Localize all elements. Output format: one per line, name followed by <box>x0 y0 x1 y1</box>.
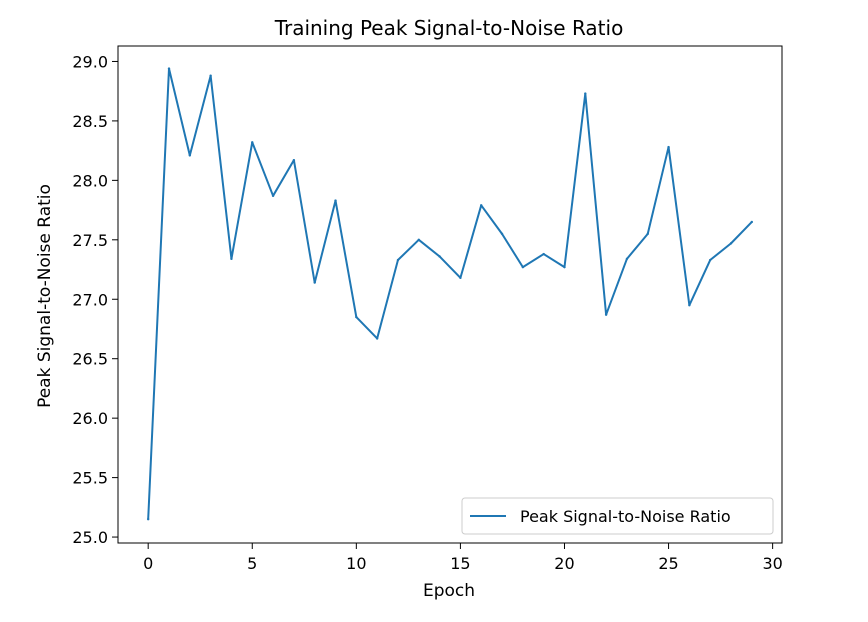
y-tick-label: 28.0 <box>72 171 108 190</box>
data-point <box>313 281 316 284</box>
data-point <box>667 145 670 149</box>
legend-box <box>461 497 774 535</box>
y-tick-label: 25.5 <box>72 469 108 488</box>
data-point <box>542 252 545 256</box>
x-tick-label: 20 <box>554 554 574 573</box>
data-point <box>521 265 525 269</box>
data-point <box>417 238 420 242</box>
data-point <box>167 67 171 70</box>
data-point <box>396 258 400 262</box>
data-point <box>688 304 691 307</box>
y-tick-label: 27.0 <box>72 290 108 309</box>
data-point <box>355 315 358 319</box>
data-point <box>230 257 233 261</box>
data-point <box>563 265 566 269</box>
y-tick-label: 26.5 <box>72 350 108 369</box>
data-point <box>292 158 296 162</box>
y-tick-label: 25.0 <box>72 528 108 547</box>
data-point <box>708 258 712 262</box>
data-point <box>500 232 504 236</box>
x-tick-label: 10 <box>346 554 366 573</box>
data-point <box>646 232 649 236</box>
data-point <box>188 154 192 157</box>
data-point <box>271 194 275 198</box>
plot-area: 0 5 10 15 20 25 30 25.0 25.5 26.0 26.5 27.0 27.5 28.… <box>72 45 783 573</box>
y-axis-title: Peak Signal-to-Noise Ratio <box>35 184 55 408</box>
data-point <box>584 92 587 95</box>
y-axis: 25.0 25.5 26.0 26.5 27.0 27.5 28.0 28.5 29.0 <box>72 52 118 547</box>
data-point <box>750 220 754 224</box>
y-tick-label: 29.0 <box>72 52 108 71</box>
data-point <box>375 337 379 340</box>
x-axis-title: Epoch <box>423 581 475 601</box>
data-point <box>480 204 483 207</box>
x-axis: 0 5 10 15 20 25 30 <box>143 543 783 573</box>
y-tick-label: 28.5 <box>72 112 108 131</box>
data-point <box>729 242 733 245</box>
data-point <box>209 74 212 77</box>
data-point <box>604 313 608 316</box>
x-tick-label: 25 <box>658 554 678 573</box>
data-point <box>251 141 254 144</box>
legend: Peak Signal-to-Noise Ratio <box>461 497 774 535</box>
plot-frame <box>117 45 783 544</box>
x-tick-label: 15 <box>450 554 470 573</box>
data-point <box>146 518 150 521</box>
series-line <box>147 67 753 520</box>
y-tick-label: 27.5 <box>72 231 108 250</box>
data-point <box>625 257 629 261</box>
chart-title: Training Peak Signal-to-Noise Ratio <box>274 16 624 40</box>
y-tick-label: 26.0 <box>72 409 108 428</box>
series-layer <box>146 67 754 521</box>
x-tick-label: 5 <box>247 554 257 573</box>
x-tick-label: 30 <box>762 554 782 573</box>
data-point <box>438 255 441 258</box>
legend-label: Peak Signal-to-Noise Ratio <box>520 507 731 526</box>
data-point <box>459 276 462 280</box>
data-point <box>334 199 337 202</box>
x-tick-label: 0 <box>143 554 153 573</box>
